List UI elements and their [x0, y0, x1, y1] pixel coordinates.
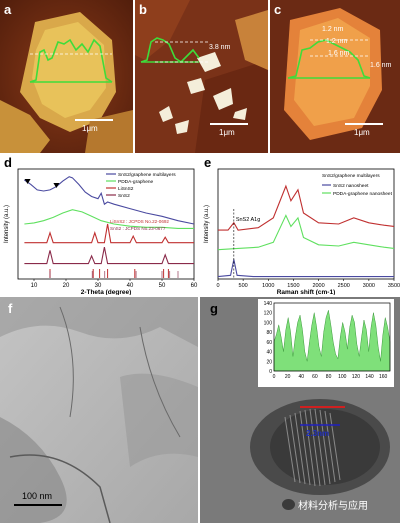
- panel-d-xrd: d 10 20 30 40 50 60 2-Theta (degree) Intensity …: [0, 155, 200, 295]
- inset-x-tick-0: 0: [273, 374, 276, 380]
- height-label-c1: 1.2 nm: [322, 26, 344, 33]
- height-label-c3: 1.6 nm: [328, 50, 350, 57]
- series-line-0: [218, 184, 395, 231]
- tem-image-f: [0, 297, 198, 523]
- scale-bar-label-a: 1μm: [82, 124, 98, 133]
- x-tick-label-1: 500: [239, 283, 248, 289]
- series-line-0: [24, 176, 195, 225]
- panel-b-afm: b 3.8 nm 1μm: [135, 0, 268, 153]
- intensity-profile-inset: 0 20 40 60 80 100 120 140 160 0 20 40 60 80 100 120 140: [258, 299, 394, 387]
- inset-x-tick-8: 160: [379, 374, 388, 380]
- x-axis-label: Raman shift (cm-1): [277, 289, 336, 295]
- panel-f-tem: f 100 nm: [0, 297, 198, 523]
- inset-y-tick-0: 0: [269, 369, 272, 375]
- panel-label-e: e: [204, 155, 212, 170]
- height-label-c2: 1.2 nm: [326, 38, 348, 45]
- xrd-chart: 10 20 30 40 50 60 2-Theta (degree) Intensity (a…: [4, 168, 198, 295]
- x-tick-label-6: 3000: [363, 283, 375, 289]
- x-tick-label-7: 3500: [388, 283, 400, 289]
- inset-x-tick-5: 100: [338, 374, 347, 380]
- legend-entry-2: PDDA-graphene nanosheet: [333, 191, 393, 197]
- legend-entry-1: PDDA-graphene: [118, 179, 154, 185]
- plot-frame: [217, 168, 395, 280]
- legend-entry-1: SnS2 nanosheet: [333, 183, 369, 189]
- intensity-area: [273, 310, 391, 372]
- wechat-icon: [282, 499, 295, 510]
- x-tick-label-4: 50: [159, 283, 166, 289]
- inset-y-tick-3: 60: [266, 340, 272, 346]
- x-tick-label-0: 0: [216, 283, 219, 289]
- inset-frame: [273, 302, 391, 372]
- inset-x-tick-3: 60: [312, 374, 318, 380]
- x-tick-label-4: 2000: [312, 283, 324, 289]
- afm-image-c: [270, 0, 400, 153]
- inset-y-tick-2: 40: [266, 350, 272, 356]
- x-tick-label-1: 20: [63, 283, 70, 289]
- panel-label-f: f: [8, 301, 13, 316]
- x-axis-label: 2-Theta (degree): [81, 289, 132, 295]
- x-tick-label-0: 10: [31, 283, 38, 289]
- panel-label-a: a: [4, 2, 12, 17]
- height-label-c4: 1.6 nm: [370, 62, 392, 69]
- panel-label-b: b: [139, 2, 147, 17]
- panel-label-c: c: [274, 2, 282, 17]
- annotation-1: SnS2 : JCPDS No.23-0677: [110, 226, 166, 231]
- x-tick-label-2: 1000: [262, 283, 274, 289]
- series-line-1: [24, 209, 194, 229]
- scale-bar-label-c: 1μm: [354, 128, 370, 137]
- height-profile-c: [287, 39, 371, 79]
- series-line-3: [24, 246, 194, 265]
- watermark-text: 材料分析与应用: [298, 501, 368, 512]
- legend-title: SnS2/graphene multilayers: [322, 173, 380, 179]
- x-tick-label-3: 40: [127, 283, 134, 289]
- x-tick-label-5: 60: [191, 283, 198, 289]
- inset-x-tick-1: 20: [285, 374, 291, 380]
- panel-label-g: g: [210, 301, 218, 316]
- inset-x-tick-7: 140: [365, 374, 374, 380]
- x-tick-label-2: 30: [95, 283, 102, 289]
- height-profile-a: [29, 38, 113, 83]
- marker-triangle-2: [53, 183, 60, 188]
- panel-c-afm: c 1.2 nm 1.2 nm 1.6 nm 1.6 nm 1μm: [270, 0, 400, 153]
- scale-bar-label-f: 100 nm: [22, 491, 53, 501]
- x-tick-label-3: 1500: [287, 283, 299, 289]
- inset-x-tick-6: 120: [352, 374, 361, 380]
- panel-e-raman: e SnS2 A1g 0 500 1000 1500 2000 2500 3000 3500 Ra…: [200, 155, 400, 295]
- lattice-spacing-label: 2.3nm: [306, 429, 330, 438]
- legend-entry-2: LiSnS2: [118, 186, 134, 192]
- inset-y-tick-4: 80: [266, 330, 272, 336]
- inset-y-tick-5: 100: [264, 320, 273, 326]
- watermark: 材料分析与应用: [282, 497, 368, 512]
- series-line-2: [24, 223, 194, 244]
- raman-chart: SnS2 A1g 0 500 1000 1500 2000 2500 3000 3500 Rama…: [204, 168, 400, 295]
- legend-entry-3: SnS2: [118, 193, 130, 199]
- height-label-b: 3.8 nm: [209, 44, 231, 51]
- y-axis-label: Intensity (a.u.): [204, 205, 210, 243]
- inset-y-tick-1: 20: [266, 359, 272, 365]
- inset-y-tick-7: 140: [264, 301, 273, 307]
- series-line-2: [217, 214, 395, 251]
- panel-a-afm: a 1μm: [0, 0, 133, 153]
- afm-image-b: [135, 0, 268, 153]
- height-profile-b: [140, 37, 200, 64]
- inset-y-tick-6: 120: [264, 311, 273, 317]
- panel-g-hrtem: 0 20 40 60 80 100 120 140 160 0 20 40 60 80 100 120 140 …: [200, 297, 400, 523]
- series-line-1: [217, 259, 394, 278]
- marker-triangle-1: [24, 179, 31, 184]
- annotation-0: LiSnS2 : JCPDS No.22-0692: [110, 219, 169, 224]
- inset-x-tick-2: 40: [299, 374, 305, 380]
- inset-x-tick-4: 80: [326, 374, 332, 380]
- legend-entry-0: SnS2/graphene multilayers: [118, 172, 176, 178]
- scale-bar-label-b: 1μm: [219, 128, 235, 137]
- x-tick-label-5: 2500: [338, 283, 350, 289]
- peak-label: SnS2 A1g: [236, 217, 260, 223]
- afm-image-a: [0, 0, 133, 153]
- y-axis-label: Intensity (a.u.): [4, 205, 10, 243]
- panel-label-d: d: [4, 155, 12, 170]
